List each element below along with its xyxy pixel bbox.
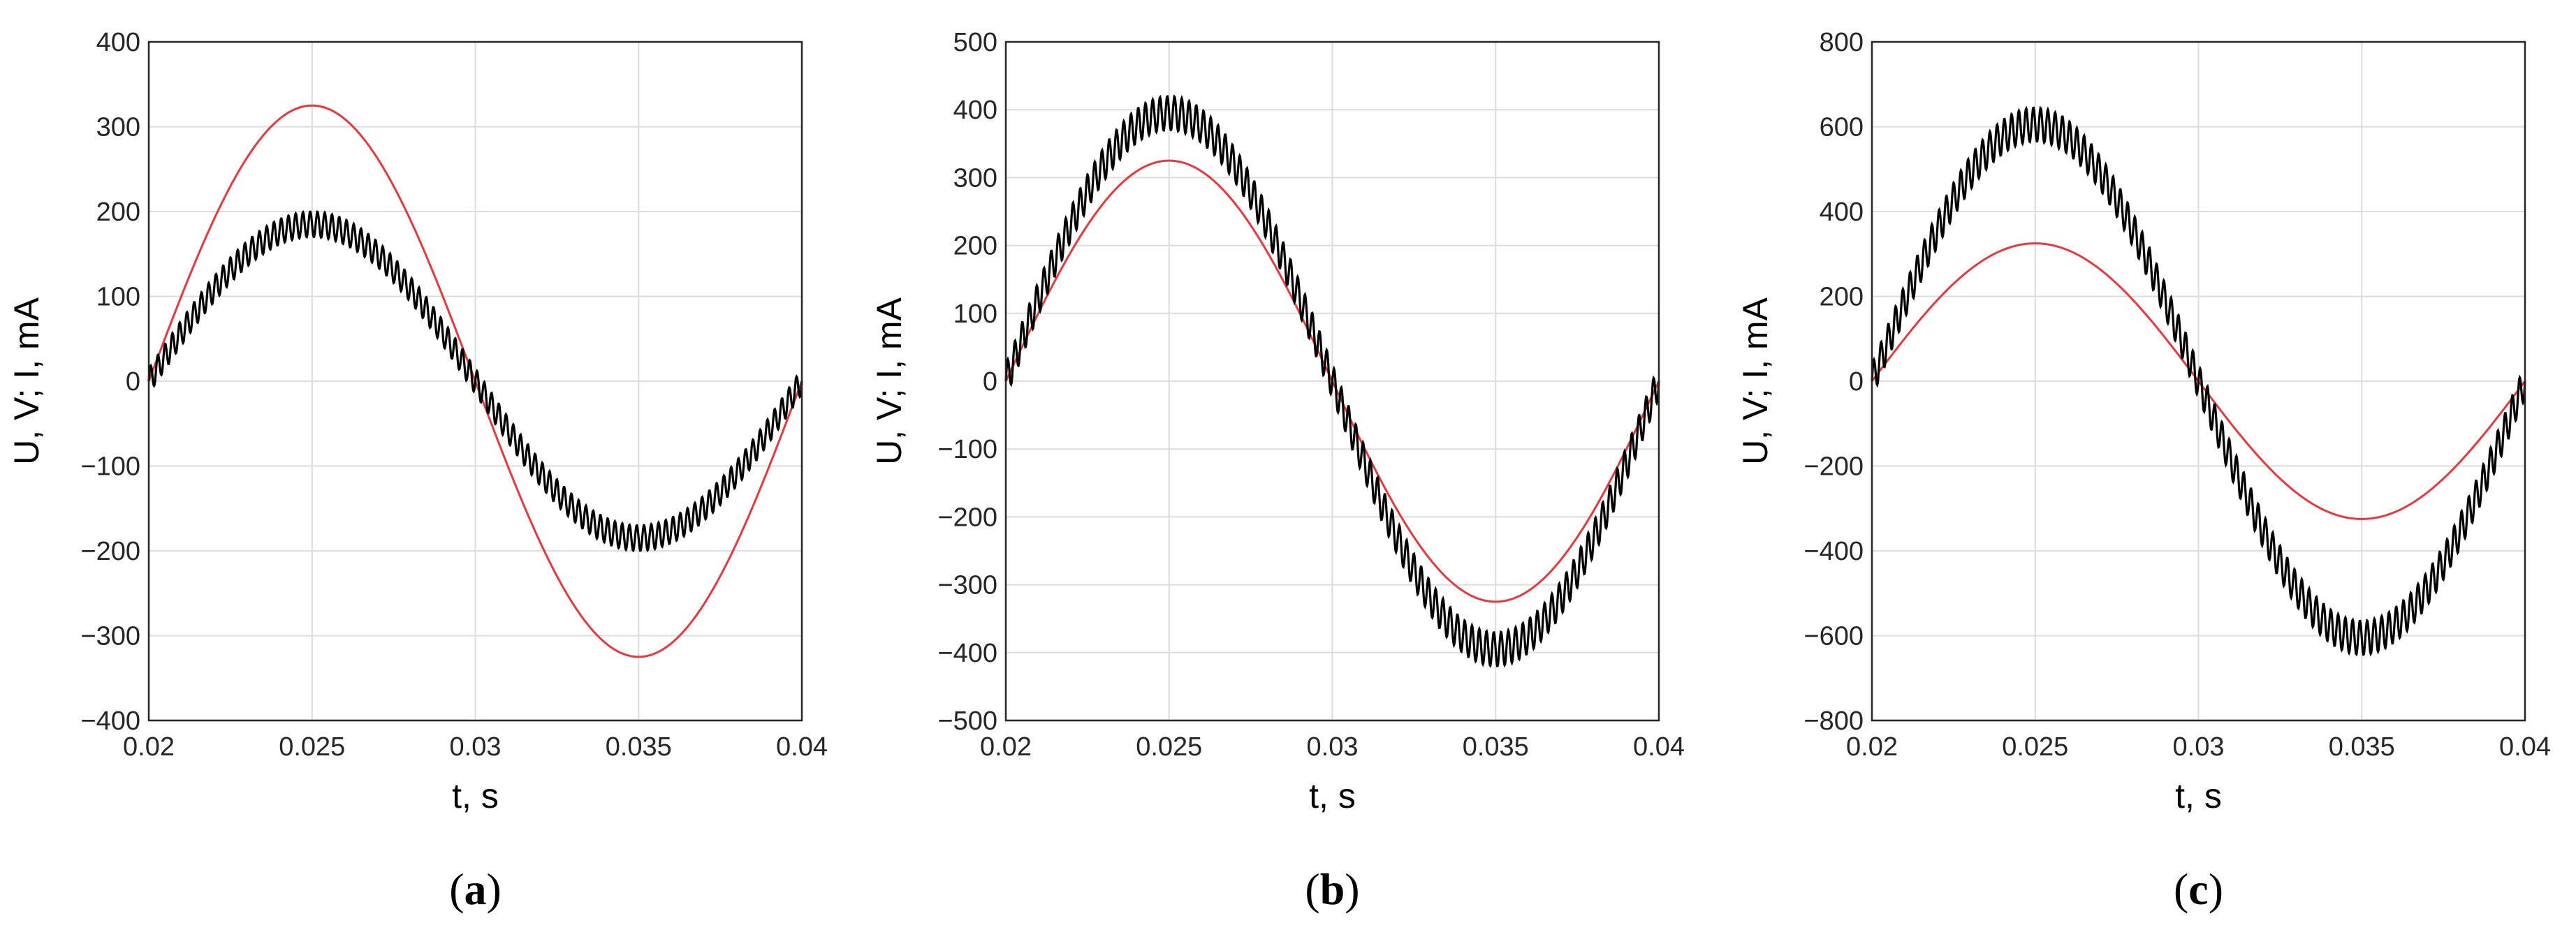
- panel-caption: (c): [2174, 864, 2223, 914]
- y-tick-label: −600: [1803, 622, 1864, 651]
- y-tick-label: −100: [937, 435, 997, 464]
- y-tick-label: 300: [96, 113, 140, 142]
- series-line-black: [1871, 105, 2526, 657]
- x-tick-label: 0.02: [1846, 732, 1898, 762]
- y-tick-label: 400: [953, 96, 997, 125]
- x-tick-label: 0.02: [123, 732, 175, 762]
- x-tick-label: 0.03: [1307, 732, 1359, 762]
- x-tick-label: 0.04: [1633, 732, 1685, 762]
- y-tick-label: −200: [1803, 452, 1864, 482]
- y-tick-label: 300: [953, 163, 997, 193]
- y-tick-label: 800: [1820, 28, 1864, 57]
- chart-panel-b: 5004003002001000−100−200−300−400−5000.02…: [870, 28, 1685, 914]
- series-line-black: [147, 209, 803, 553]
- x-tick-label: 0.025: [2002, 732, 2068, 762]
- y-tick-label: −100: [80, 452, 140, 482]
- x-axis-label: t, s: [452, 776, 499, 815]
- x-tick-label: 0.04: [2499, 732, 2551, 762]
- y-tick-label: 600: [1820, 113, 1864, 142]
- x-axis-label: t, s: [2175, 776, 2222, 815]
- y-tick-label: 500: [953, 28, 997, 57]
- y-tick-label: −300: [80, 622, 140, 651]
- y-tick-label: −400: [937, 639, 997, 668]
- x-tick-label: 0.035: [606, 732, 672, 762]
- x-tick-label: 0.025: [279, 732, 345, 762]
- y-tick-label: 0: [126, 367, 140, 397]
- x-tick-label: 0.035: [1463, 732, 1529, 762]
- panel-caption: (b): [1305, 864, 1359, 914]
- x-axis-label: t, s: [1309, 776, 1356, 815]
- y-tick-label: 0: [983, 367, 997, 397]
- y-tick-label: −400: [80, 707, 140, 736]
- x-tick-label: 0.035: [2329, 732, 2395, 762]
- y-tick-label: −400: [1803, 537, 1864, 566]
- x-tick-label: 0.025: [1136, 732, 1202, 762]
- y-tick-label: 0: [1849, 367, 1864, 397]
- y-tick-label: 400: [96, 28, 140, 57]
- axes-frame: [1871, 40, 2526, 722]
- y-tick-label: −200: [80, 537, 140, 566]
- y-tick-label: 100: [96, 283, 140, 312]
- axes-frame: [147, 40, 803, 722]
- x-tick-label: 0.04: [776, 732, 828, 762]
- y-tick-label: −800: [1803, 707, 1864, 736]
- y-axis-label: U, V; I, mA: [870, 297, 909, 464]
- y-tick-label: 100: [953, 300, 997, 329]
- series-line-black: [1004, 94, 1660, 668]
- y-tick-label: 200: [953, 232, 997, 261]
- y-tick-label: −300: [937, 571, 997, 600]
- x-tick-label: 0.03: [2173, 732, 2225, 762]
- y-tick-label: −200: [937, 503, 997, 532]
- axes-frame: [1004, 40, 1660, 722]
- panel-caption: (a): [449, 864, 502, 914]
- x-tick-label: 0.03: [450, 732, 502, 762]
- x-tick-label: 0.02: [980, 732, 1032, 762]
- y-tick-label: −500: [937, 707, 997, 736]
- y-tick-label: 200: [1820, 283, 1864, 312]
- y-tick-label: 200: [96, 198, 140, 227]
- y-tick-label: 400: [1820, 198, 1864, 227]
- y-axis-label: U, V; I, mA: [1736, 297, 1775, 464]
- y-axis-label: U, V; I, mA: [7, 297, 46, 464]
